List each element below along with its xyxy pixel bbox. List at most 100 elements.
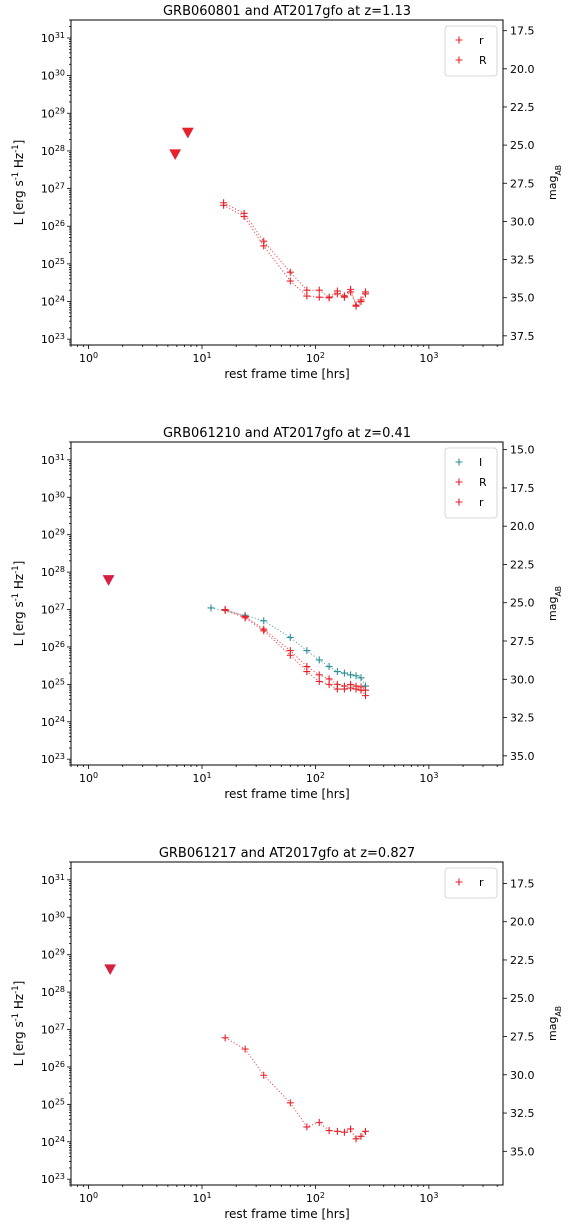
data-point — [303, 292, 311, 300]
legend-label: R — [479, 476, 487, 489]
plot-frame — [70, 861, 504, 1186]
y-axis-left: 1023 1024 1025 1026 1027 1028 1029 1030 1031 L [e… — [10, 19, 71, 347]
data-point — [315, 656, 323, 664]
panel-3: GRB061217 and AT2017gfo at z=0.827 100 101… — [10, 846, 563, 1221]
y-tick-label: 1031 — [41, 30, 65, 45]
data-point — [315, 286, 323, 294]
x-axis: 100 101 102 103 rest frame time [hrs] — [70, 345, 498, 381]
right-tick-label: 27.5 — [510, 635, 535, 648]
data-point — [260, 1071, 268, 1079]
series-line — [223, 204, 366, 308]
panel-1: GRB060801 and AT2017gfo at z=1.13 100 101 1… — [10, 4, 563, 381]
right-tick-label: 30.0 — [510, 215, 535, 228]
y-tick-label: 1026 — [41, 639, 65, 654]
data-point — [361, 290, 369, 298]
right-tick-label: 25.0 — [510, 597, 535, 610]
data-point — [352, 1135, 360, 1143]
right-tick-label: 22.5 — [510, 954, 535, 967]
right-tick-label: 20.0 — [510, 63, 535, 76]
right-tick-label: 27.5 — [510, 177, 535, 190]
x-tick-label: 103 — [419, 1191, 438, 1206]
y-tick-label: 1023 — [41, 332, 65, 347]
chart-title: GRB061217 and AT2017gfo at z=0.827 — [159, 846, 415, 861]
right-tick-label: 35.0 — [510, 750, 535, 763]
right-tick-label: 15.0 — [510, 444, 535, 457]
y-tick-label: 1024 — [41, 1134, 65, 1149]
legend: rR — [444, 25, 498, 77]
y-tick-label: 1027 — [41, 181, 65, 196]
data-point — [357, 674, 365, 682]
data-point — [352, 672, 360, 680]
data-point — [361, 1127, 369, 1135]
data-point — [221, 606, 229, 614]
data-point — [325, 1127, 333, 1135]
y-tick-label: 1025 — [41, 677, 65, 692]
right-tick-label: 20.0 — [510, 520, 535, 533]
y-axis-right: 17.5 20.0 22.5 25.0 27.5 30.0 32.5 35.0 37.5 magA… — [503, 25, 563, 343]
y-tick-label: 1030 — [41, 910, 65, 925]
right-axis-label: magAB​ — [546, 586, 563, 621]
data-point — [352, 685, 360, 693]
legend-marker — [455, 478, 463, 486]
data-point — [260, 617, 268, 625]
y-tick-label: 1023 — [41, 1172, 65, 1187]
legend-marker — [455, 458, 463, 466]
series-1 — [207, 604, 369, 690]
data-point — [315, 1118, 323, 1126]
right-tick-label: 17.5 — [510, 25, 535, 38]
right-tick-label: 32.5 — [510, 254, 535, 267]
upper-limit-marker — [169, 149, 182, 161]
chart-title: GRB060801 and AT2017gfo at z=1.13 — [163, 4, 411, 19]
legend-marker — [455, 56, 463, 64]
series-1 — [221, 1034, 369, 1143]
y-tick-label: 1031 — [41, 452, 65, 467]
right-tick-label: 32.5 — [510, 1107, 535, 1120]
legend: r — [444, 867, 498, 899]
chart-title: GRB061210 and AT2017gfo at z=0.41 — [163, 426, 411, 441]
x-tick-label: 103 — [419, 771, 438, 786]
data-point — [303, 1123, 311, 1131]
legend-label: R — [479, 54, 487, 67]
right-tick-label: 30.0 — [510, 673, 535, 686]
data-point — [325, 680, 333, 688]
x-tick-label: 102 — [306, 351, 325, 366]
right-tick-label: 25.0 — [510, 992, 535, 1005]
legend-box — [444, 867, 498, 899]
data-point — [347, 684, 355, 692]
x-tick-label: 100 — [79, 351, 98, 366]
x-tick-label: 102 — [306, 771, 325, 786]
right-axis-label: magAB​ — [546, 165, 563, 200]
legend-label: r — [479, 34, 484, 47]
data-point — [303, 668, 311, 676]
data-point — [220, 201, 228, 209]
y-tick-label: 1023 — [41, 752, 65, 767]
y-axis-left: 1023 1024 1025 1026 1027 1028 1029 1030 1031 L [e… — [10, 441, 71, 767]
right-tick-label: 27.5 — [510, 1031, 535, 1044]
data-point — [260, 627, 268, 635]
legend-marker — [455, 36, 463, 44]
y-axis-right: 17.5 20.0 22.5 25.0 27.5 30.0 32.5 35.0 magAB​ — [503, 877, 563, 1158]
data-point — [333, 1127, 341, 1135]
data-point — [240, 213, 248, 221]
data-point — [221, 1034, 229, 1042]
data-point — [286, 1099, 294, 1107]
data-point — [286, 633, 294, 641]
data-point — [315, 677, 323, 685]
y-axis-right: 15.0 17.5 20.0 22.5 25.0 27.5 30.0 32.5 35.0 magA… — [503, 444, 563, 763]
series-2 — [221, 606, 369, 694]
upper-limit-marker — [181, 127, 194, 139]
y-axis-label: L [erg s-1​ Hz-1​] — [10, 561, 26, 647]
data-point — [347, 1125, 355, 1133]
x-tick-label: 100 — [79, 771, 98, 786]
y-tick-label: 1031 — [41, 872, 65, 887]
data-point — [333, 668, 341, 676]
y-axis-label: L [erg s-1​ Hz-1​] — [10, 981, 26, 1067]
data-point — [260, 242, 268, 250]
data-point — [340, 685, 348, 693]
right-tick-label: 25.0 — [510, 139, 535, 152]
y-tick-label: 1028 — [41, 565, 65, 580]
legend-box — [444, 25, 498, 77]
upper-limit-marker — [102, 575, 115, 586]
series-line — [223, 202, 366, 307]
